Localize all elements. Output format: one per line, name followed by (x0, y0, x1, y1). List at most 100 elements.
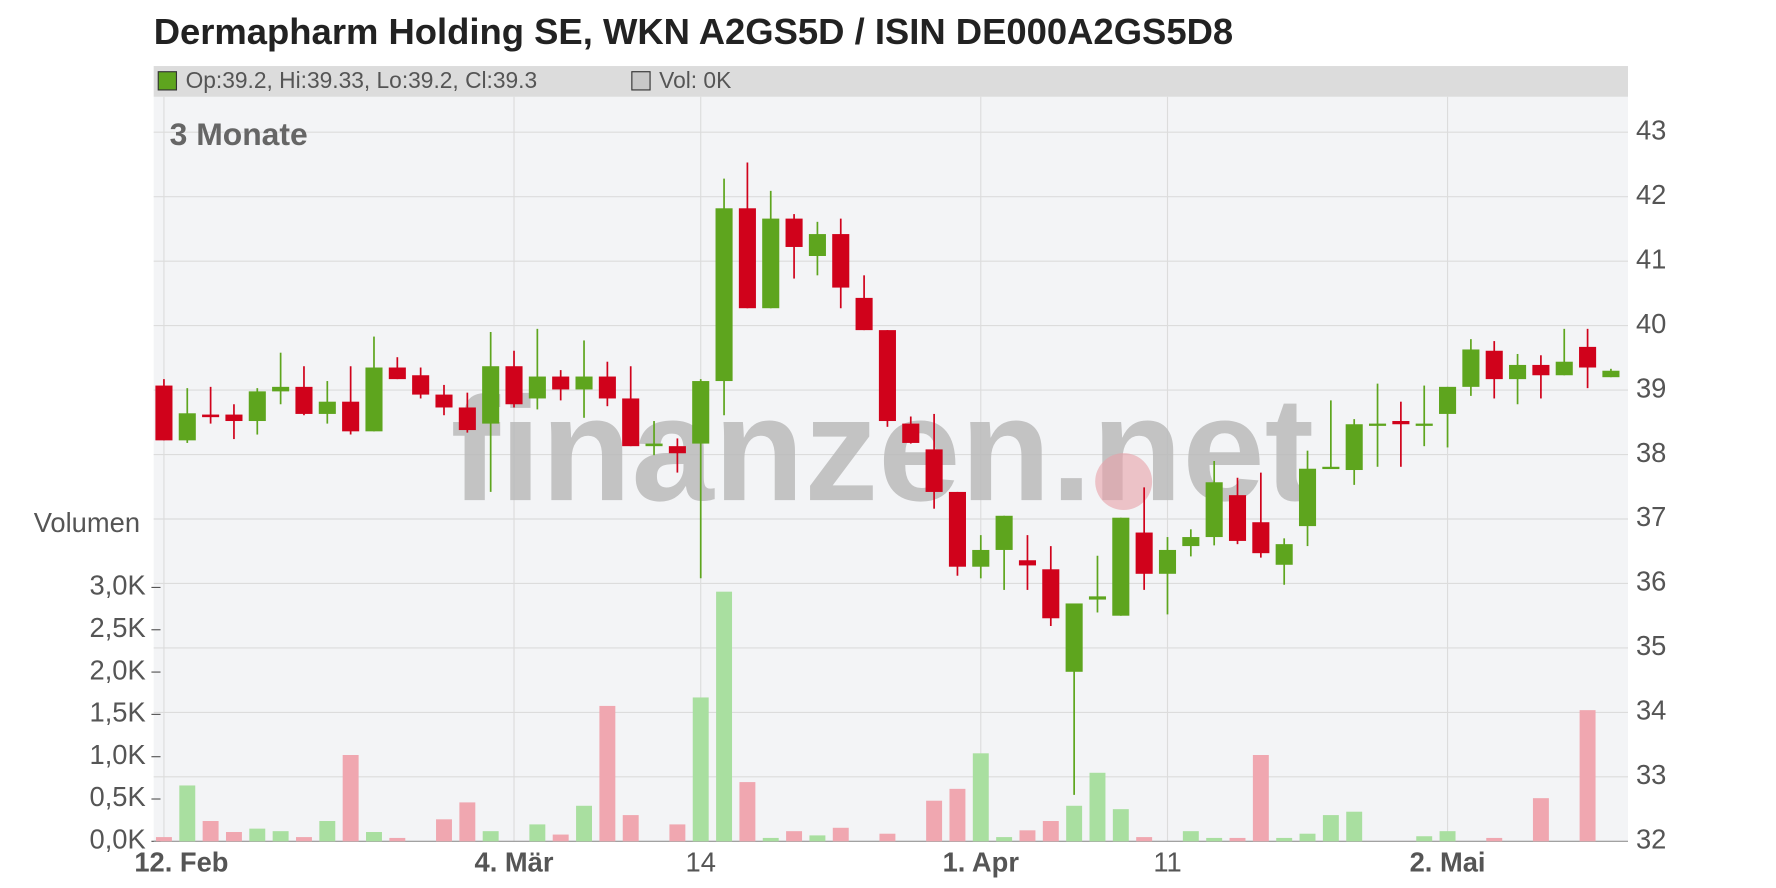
volume-bar (669, 824, 686, 842)
volume-bar (716, 591, 733, 842)
volume-bar (1439, 831, 1456, 842)
plot-area (153, 96, 1629, 842)
volume-bar (202, 821, 219, 842)
volume-bar (1136, 837, 1153, 842)
volume-axis-title: Volumen (34, 507, 140, 538)
x-tick-label: 11 (1153, 846, 1181, 877)
y-tick-label: 40 (1636, 308, 1666, 339)
volume-info: Vol: 0K (659, 67, 731, 93)
candle-body (1555, 361, 1573, 376)
candle-body (1205, 482, 1223, 538)
candle-body (972, 549, 990, 567)
candle-body (482, 366, 500, 424)
candle-body (855, 297, 873, 331)
x-tick-label: 14 (686, 846, 716, 877)
volume-bar (996, 837, 1013, 842)
volume-bar (482, 831, 499, 842)
y-tick-label: 43 (1636, 114, 1666, 145)
y2-tick-label: 2,5K (90, 612, 146, 643)
candle-body (295, 386, 313, 414)
candle-body (202, 414, 220, 418)
y2-tick-label: 0,0K (90, 824, 146, 855)
x-tick-label: 2. Mai (1410, 846, 1486, 877)
volume-bar (879, 833, 896, 842)
candle-body (1485, 350, 1503, 380)
volume-bar (1066, 805, 1083, 842)
volume-bar (529, 824, 546, 842)
candle-body (552, 376, 570, 390)
candle-body (645, 443, 663, 447)
candle-body (435, 394, 453, 408)
volume-bar (249, 828, 266, 842)
volume-bar (1486, 837, 1503, 842)
volume-bar (1229, 837, 1246, 842)
volume-bar (1532, 798, 1549, 842)
candle-body (225, 414, 243, 422)
candle-body (248, 391, 266, 422)
chart-title: Dermapharm Holding SE, WKN A2GS5D / ISIN… (154, 11, 1233, 52)
candle-body (785, 218, 803, 247)
candle-body (1065, 603, 1083, 672)
volume-bar (972, 753, 989, 842)
y2-tick-label: 2,0K (90, 654, 146, 685)
volume-bar (319, 821, 336, 842)
volume-bar (1579, 710, 1596, 842)
volume-bar (622, 815, 639, 842)
volume-bar (155, 837, 172, 842)
candle-body (948, 491, 966, 567)
volume-bar (272, 831, 289, 842)
volume-bar (786, 831, 803, 842)
candle-body (622, 398, 640, 447)
volume-bar (552, 834, 569, 842)
candle-body (1509, 364, 1527, 380)
volume-bar (739, 782, 756, 842)
volume-bar (1206, 837, 1223, 842)
candle-body (1439, 386, 1457, 414)
candle-body (318, 401, 336, 414)
volume-bar (459, 802, 476, 842)
volume-bar (296, 837, 312, 842)
candle-body (832, 234, 850, 288)
volume-swatch (631, 71, 651, 91)
y-tick-label: 42 (1636, 179, 1666, 210)
candle-body (1228, 495, 1247, 541)
volume-bar (1346, 811, 1363, 842)
volume-bar (762, 837, 779, 842)
candle-body (1275, 544, 1293, 565)
x-tick-label: 1. Apr (943, 846, 1020, 877)
volume-bar (1182, 831, 1199, 842)
candle-body (738, 208, 756, 309)
candle-body (272, 386, 290, 392)
volume-bar (692, 697, 709, 842)
candle-body (1462, 349, 1480, 387)
volume-bar (1299, 833, 1316, 842)
candle-body (1345, 424, 1363, 471)
candle-body (1532, 364, 1550, 376)
volume-bar (832, 827, 849, 842)
candle-body (1135, 532, 1153, 574)
x-tick-label: 4. Mär (475, 846, 554, 877)
candle-body (1579, 346, 1597, 368)
candle-body (528, 376, 546, 399)
y-tick-label: 36 (1636, 566, 1666, 597)
candle-body (388, 367, 406, 380)
volume-bar (926, 800, 943, 842)
volume-bar (576, 805, 592, 842)
candle-body (575, 376, 593, 390)
x-tick-label: 12. Feb (134, 846, 228, 877)
y2-tick-label: 1,0K (90, 739, 146, 770)
candle-body (1369, 423, 1387, 426)
y-tick-label: 33 (1636, 759, 1666, 790)
volume-bar (599, 705, 616, 842)
candle-body (1112, 517, 1130, 616)
volume-bar (1276, 837, 1293, 842)
info-swatch (157, 71, 178, 91)
info-bar (153, 66, 1629, 97)
candle-body (1158, 549, 1177, 574)
candle-body (458, 407, 476, 431)
candle-body (155, 385, 173, 441)
candle-body (1088, 596, 1107, 600)
y-tick-label: 39 (1636, 372, 1666, 403)
candle-body (668, 446, 686, 454)
